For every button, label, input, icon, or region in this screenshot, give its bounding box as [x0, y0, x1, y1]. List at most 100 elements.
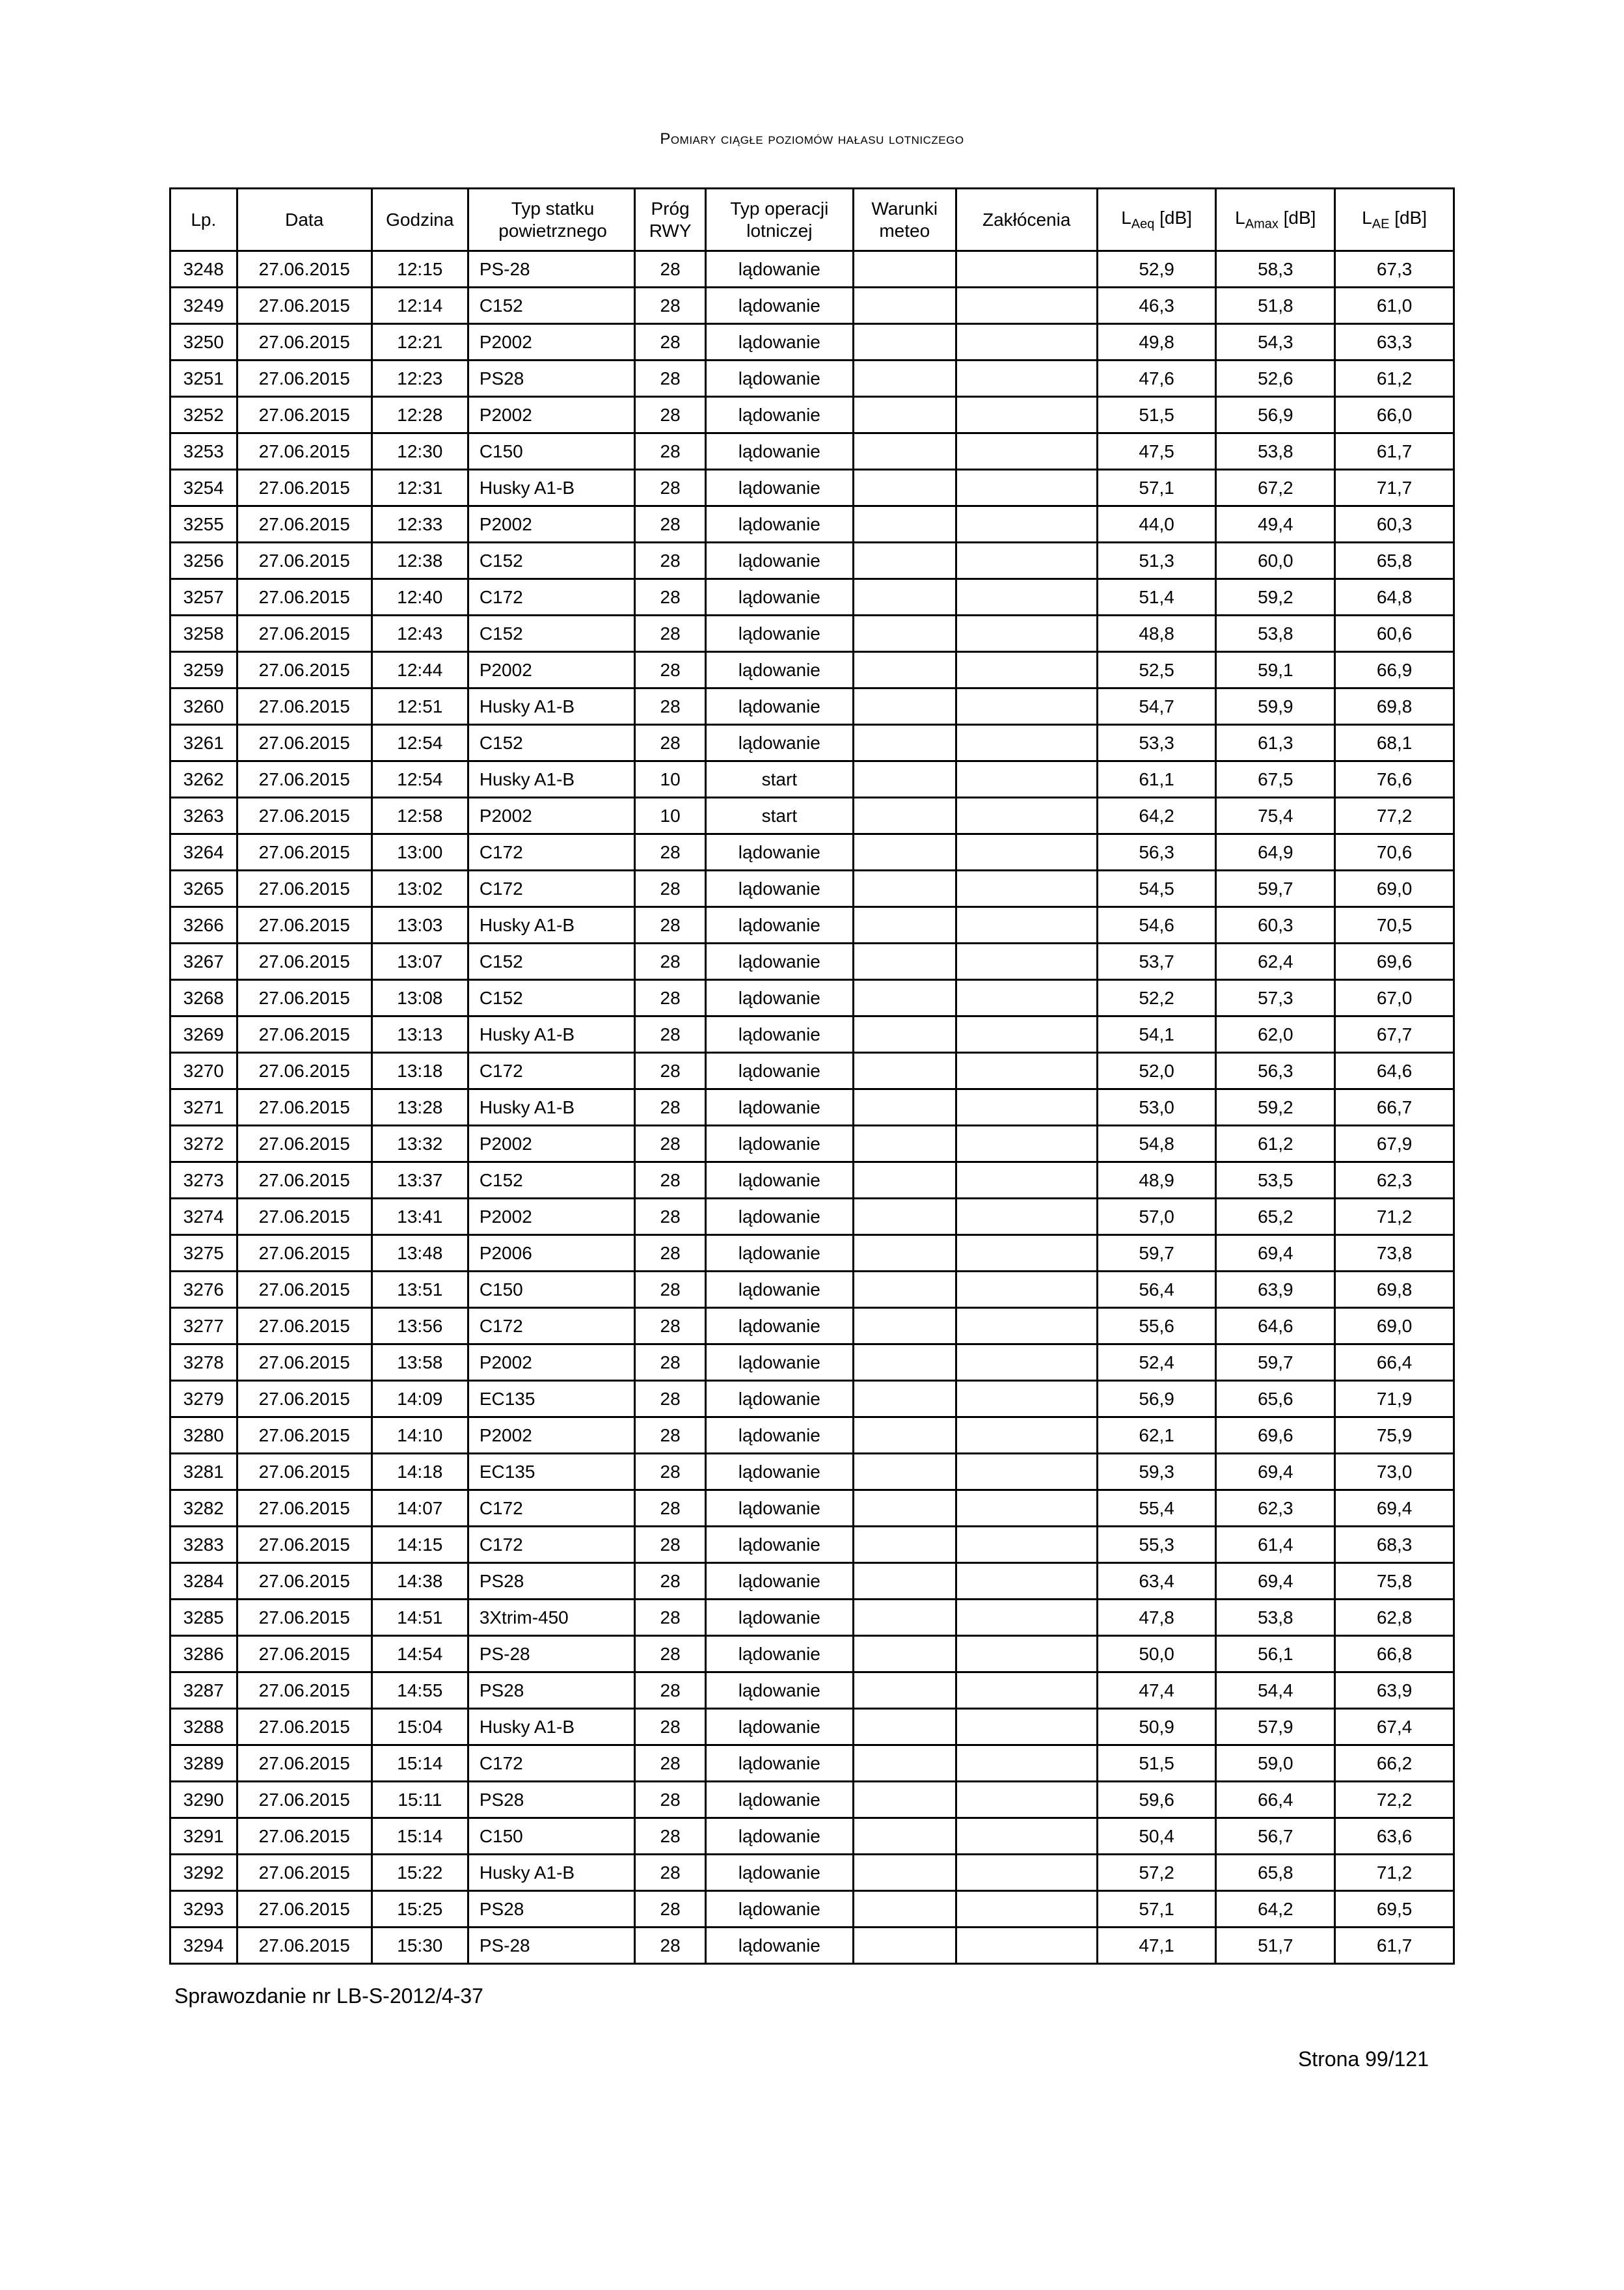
cell-zak: [956, 1089, 1097, 1126]
cell-prog: 28: [635, 506, 706, 543]
cell-godz: 12:33: [372, 506, 468, 543]
cell-data: 27.06.2015: [237, 1199, 372, 1235]
cell-typ: C172: [468, 871, 635, 907]
cell-typ: C172: [468, 1745, 635, 1782]
cell-typ: C150: [468, 433, 635, 470]
cell-oper: lądowanie: [705, 470, 853, 506]
cell-typ: P2006: [468, 1235, 635, 1272]
cell-l2: 63,9: [1216, 1272, 1335, 1308]
cell-zak: [956, 579, 1097, 616]
table-row: 325927.06.201512:44P200228lądowanie52,55…: [170, 652, 1454, 688]
cell-l2: 62,4: [1216, 944, 1335, 980]
cell-typ: Husky A1-B: [468, 1089, 635, 1126]
cell-oper: lądowanie: [705, 1672, 853, 1709]
cell-oper: lądowanie: [705, 543, 853, 579]
table-row: 329427.06.201515:30PS-2828lądowanie47,15…: [170, 1928, 1454, 1964]
cell-l1: 51,4: [1097, 579, 1216, 616]
cell-godz: 12:44: [372, 652, 468, 688]
cell-data: 27.06.2015: [237, 470, 372, 506]
cell-data: 27.06.2015: [237, 1782, 372, 1818]
cell-lp: 3264: [170, 834, 237, 871]
cell-lp: 3275: [170, 1235, 237, 1272]
cell-godz: 14:09: [372, 1381, 468, 1417]
cell-prog: 28: [635, 1855, 706, 1891]
cell-war: [853, 980, 956, 1016]
table-row: 328427.06.201514:38PS2828lądowanie63,469…: [170, 1563, 1454, 1600]
cell-prog: 28: [635, 1344, 706, 1381]
cell-data: 27.06.2015: [237, 397, 372, 433]
cell-oper: lądowanie: [705, 361, 853, 397]
cell-l1: 49,8: [1097, 324, 1216, 361]
cell-zak: [956, 324, 1097, 361]
cell-godz: 13:58: [372, 1344, 468, 1381]
cell-zak: [956, 397, 1097, 433]
cell-lp: 3269: [170, 1016, 237, 1053]
cell-war: [853, 616, 956, 652]
cell-l3: 65,8: [1335, 543, 1454, 579]
table-row: 326527.06.201513:02C17228lądowanie54,559…: [170, 871, 1454, 907]
cell-l3: 69,8: [1335, 688, 1454, 725]
cell-l2: 69,4: [1216, 1235, 1335, 1272]
table-row: 327827.06.201513:58P200228lądowanie52,45…: [170, 1344, 1454, 1381]
table-row: 327727.06.201513:56C17228lądowanie55,664…: [170, 1308, 1454, 1344]
cell-l2: 69,4: [1216, 1454, 1335, 1490]
cell-l1: 51,5: [1097, 397, 1216, 433]
cell-data: 27.06.2015: [237, 1818, 372, 1855]
cell-oper: lądowanie: [705, 579, 853, 616]
cell-typ: C172: [468, 1490, 635, 1527]
cell-zak: [956, 725, 1097, 761]
cell-war: [853, 433, 956, 470]
cell-zak: [956, 1891, 1097, 1928]
cell-zak: [956, 543, 1097, 579]
table-row: 326127.06.201512:54C15228lądowanie53,361…: [170, 725, 1454, 761]
cell-l2: 59,2: [1216, 1089, 1335, 1126]
cell-war: [853, 834, 956, 871]
cell-oper: lądowanie: [705, 1527, 853, 1563]
cell-typ: C152: [468, 288, 635, 324]
cell-war: [853, 871, 956, 907]
cell-l3: 61,7: [1335, 1928, 1454, 1964]
cell-war: [853, 361, 956, 397]
table-row: 326727.06.201513:07C15228lądowanie53,762…: [170, 944, 1454, 980]
cell-godz: 12:58: [372, 798, 468, 834]
table-row: 325227.06.201512:28P200228lądowanie51,55…: [170, 397, 1454, 433]
cell-war: [853, 1855, 956, 1891]
cell-godz: 13:41: [372, 1199, 468, 1235]
table-row: 327527.06.201513:48P200628lądowanie59,76…: [170, 1235, 1454, 1272]
cell-l2: 59,9: [1216, 688, 1335, 725]
cell-l1: 57,2: [1097, 1855, 1216, 1891]
cell-typ: Husky A1-B: [468, 761, 635, 798]
cell-typ: EC135: [468, 1454, 635, 1490]
cell-l2: 54,3: [1216, 324, 1335, 361]
cell-l3: 66,2: [1335, 1745, 1454, 1782]
cell-data: 27.06.2015: [237, 1928, 372, 1964]
cell-data: 27.06.2015: [237, 579, 372, 616]
cell-l3: 69,0: [1335, 871, 1454, 907]
table-row: 326827.06.201513:08C15228lądowanie52,257…: [170, 980, 1454, 1016]
cell-l2: 56,3: [1216, 1053, 1335, 1089]
cell-data: 27.06.2015: [237, 361, 372, 397]
cell-l3: 64,8: [1335, 579, 1454, 616]
cell-prog: 28: [635, 1563, 706, 1600]
cell-oper: lądowanie: [705, 688, 853, 725]
cell-typ: C152: [468, 616, 635, 652]
cell-prog: 28: [635, 1928, 706, 1964]
cell-lp: 3277: [170, 1308, 237, 1344]
cell-prog: 28: [635, 944, 706, 980]
cell-lp: 3267: [170, 944, 237, 980]
cell-war: [853, 1272, 956, 1308]
cell-l1: 59,6: [1097, 1782, 1216, 1818]
cell-l1: 57,1: [1097, 1891, 1216, 1928]
cell-oper: lądowanie: [705, 1308, 853, 1344]
cell-l2: 61,2: [1216, 1126, 1335, 1162]
cell-l1: 55,6: [1097, 1308, 1216, 1344]
cell-l2: 69,6: [1216, 1417, 1335, 1454]
cell-data: 27.06.2015: [237, 1016, 372, 1053]
cell-zak: [956, 761, 1097, 798]
header-lamax: LAmax [dB]: [1216, 189, 1335, 251]
header-lp: Lp.: [170, 189, 237, 251]
cell-l3: 66,7: [1335, 1089, 1454, 1126]
cell-data: 27.06.2015: [237, 1272, 372, 1308]
table-row: 328327.06.201514:15C17228lądowanie55,361…: [170, 1527, 1454, 1563]
cell-data: 27.06.2015: [237, 1600, 372, 1636]
